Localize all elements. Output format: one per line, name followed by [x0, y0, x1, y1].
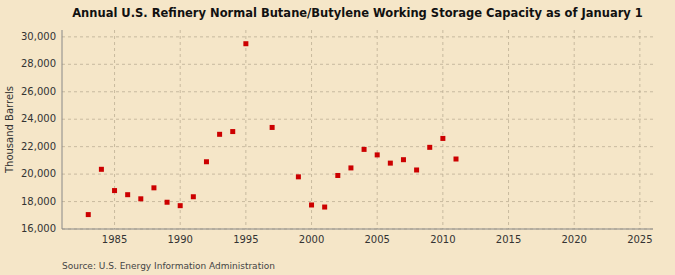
- x-tick-label: 1990: [167, 234, 192, 245]
- background: [0, 0, 675, 275]
- point: [138, 196, 143, 201]
- x-tick-label: 2010: [430, 234, 455, 245]
- x-tick-label: 1995: [233, 234, 258, 245]
- point: [309, 202, 314, 207]
- point: [178, 203, 183, 208]
- point: [335, 173, 340, 178]
- grid-line: [180, 30, 181, 229]
- point: [375, 152, 380, 157]
- y-tick-label: 18,000: [21, 196, 56, 207]
- grid-line: [62, 119, 653, 120]
- chart: 16,000 18,000 20,000 22,000 24,000 26,000 28,0…: [0, 0, 675, 275]
- point: [322, 205, 327, 210]
- x-tick-label: 2025: [627, 234, 652, 245]
- y-tick-label: 30,000: [21, 31, 56, 42]
- y-tick-label: 28,000: [21, 58, 56, 69]
- x-tick-label: 2000: [299, 234, 324, 245]
- grid-line: [62, 229, 653, 230]
- grid-line: [62, 64, 653, 65]
- axes: 16,000 18,000 20,000 22,000 24,000 26,000 28,0…: [21, 30, 653, 245]
- point: [217, 132, 222, 137]
- grid-line: [62, 201, 653, 202]
- grid-line: [62, 146, 653, 147]
- grid-line: [62, 36, 653, 37]
- point: [454, 157, 459, 162]
- title: Annual U.S. Refinery Normal Butane/Butyl…: [72, 6, 643, 20]
- grid-line: [311, 30, 312, 229]
- point: [165, 200, 170, 205]
- y-axis-line: [62, 30, 63, 229]
- x-axis-line: [62, 229, 653, 230]
- points: [86, 41, 459, 217]
- point: [270, 125, 275, 130]
- point: [86, 212, 91, 217]
- point: [388, 161, 393, 166]
- y-tick-label: 16,000: [21, 223, 56, 234]
- x-tick-label: 2005: [364, 234, 389, 245]
- point: [204, 159, 209, 164]
- y-tick-label: 24,000: [21, 113, 56, 124]
- point: [125, 192, 130, 197]
- x-tick-label: 1985: [102, 234, 127, 245]
- point: [230, 129, 235, 134]
- y-tick-label: 22,000: [21, 141, 56, 152]
- point: [151, 185, 156, 190]
- source-note: Source: U.S. Energy Information Administ…: [62, 261, 275, 271]
- grid-line: [377, 30, 378, 229]
- x-tick-label: 2020: [561, 234, 586, 245]
- grid-line: [639, 30, 640, 229]
- point: [427, 145, 432, 150]
- point: [401, 157, 406, 162]
- grid-line: [574, 30, 575, 229]
- point: [296, 174, 301, 179]
- point: [112, 188, 117, 193]
- grid-line: [62, 174, 653, 175]
- y-tick-label: 26,000: [21, 86, 56, 97]
- grid-line: [508, 30, 509, 229]
- grid-line: [114, 30, 115, 229]
- point: [243, 41, 248, 46]
- y-tick-label: 20,000: [21, 168, 56, 179]
- point: [362, 147, 367, 152]
- grid-line: [245, 30, 246, 229]
- grid-line: [62, 91, 653, 92]
- point: [348, 165, 353, 170]
- grid-line: [442, 30, 443, 229]
- point: [99, 167, 104, 172]
- point: [440, 136, 445, 141]
- point: [414, 167, 419, 172]
- grid: [62, 30, 653, 229]
- point: [191, 194, 196, 199]
- x-tick-label: 2015: [496, 234, 521, 245]
- y-axis-label: Thousand Barrels: [4, 86, 15, 174]
